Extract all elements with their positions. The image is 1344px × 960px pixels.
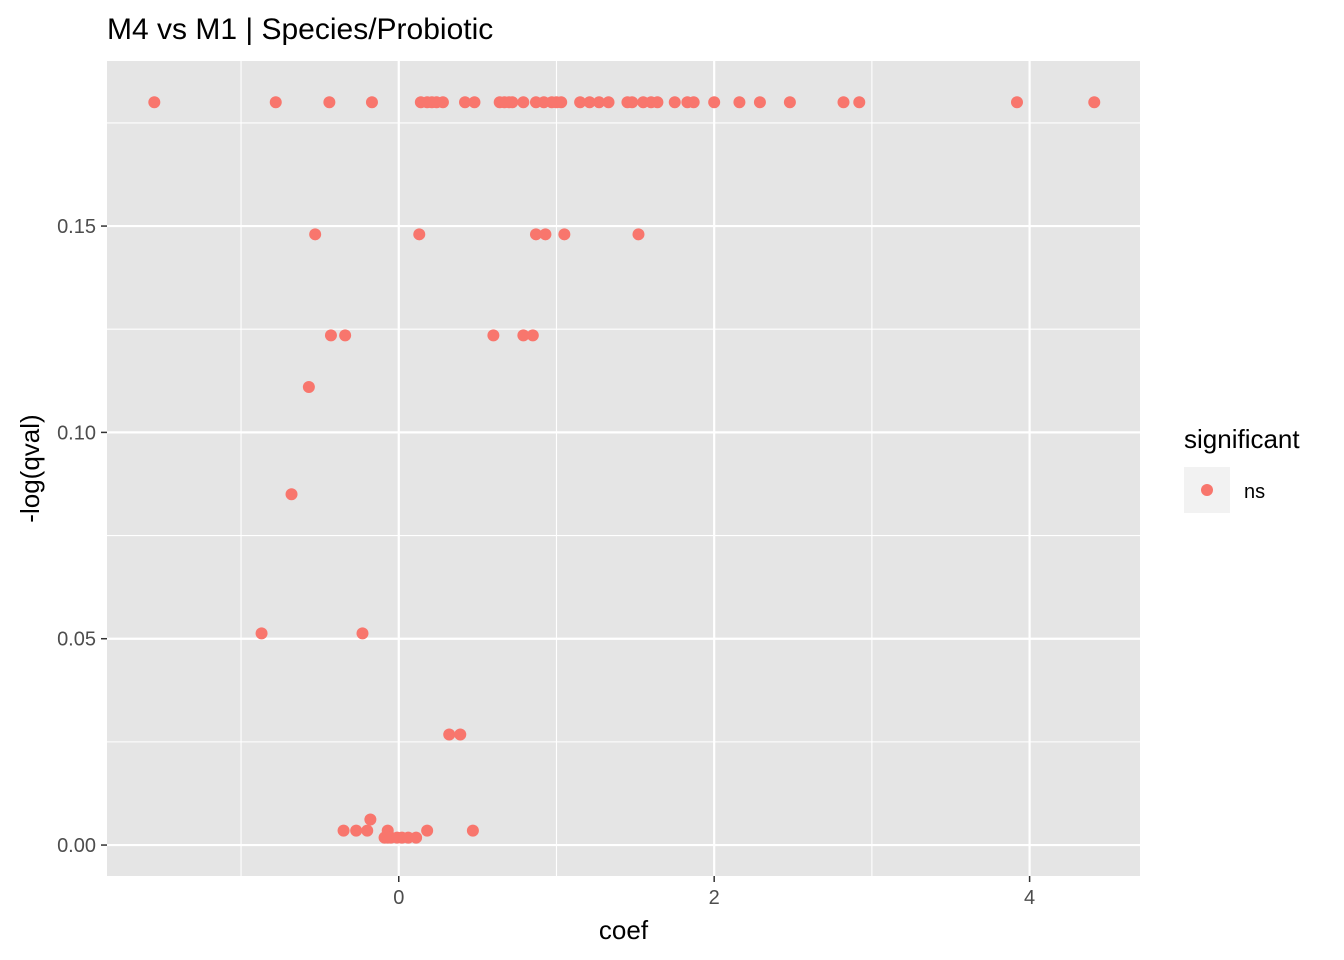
data-point [269,96,282,109]
data-point [555,96,568,109]
data-point [323,96,336,109]
data-point [602,96,615,109]
data-point [651,96,664,109]
data-point [487,329,500,342]
data-point [539,228,552,241]
y-tick-label: 0.15 [57,216,96,238]
data-point [517,329,530,342]
legend-label-ns: ns [1244,481,1265,503]
data-points [148,96,1101,844]
data-point [853,96,866,109]
data-point [413,228,426,241]
data-point [324,329,337,342]
data-point [753,96,766,109]
x-axis-title: coef [599,915,649,945]
data-point [593,96,606,109]
chart-title: M4 vs M1 | Species/Probiotic [107,13,493,46]
data-point [632,228,645,241]
data-point [708,96,721,109]
data-point [1010,96,1023,109]
x-tick-label: 4 [1024,887,1035,909]
x-tick-label: 2 [709,887,720,909]
data-point [410,831,423,844]
y-tick-label: 0.05 [57,629,96,651]
data-point [285,488,298,501]
x-tick-label: 0 [393,887,404,909]
y-tick-label: 0.00 [57,835,96,857]
data-point [626,96,639,109]
data-point [468,96,481,109]
data-point [302,381,315,393]
data-point [783,96,796,109]
data-point [339,329,352,342]
major-gridlines [107,61,1140,876]
legend: significant ns [1184,424,1300,513]
legend-key-point [1201,484,1213,496]
data-point [668,96,681,109]
data-point [443,728,456,741]
data-point [1088,96,1101,109]
data-point [517,96,530,109]
data-point [364,813,377,826]
data-point [436,96,449,109]
data-point [361,824,374,837]
data-point [526,329,539,342]
data-point [583,96,596,109]
data-point [459,96,472,109]
data-point [148,96,161,109]
data-point [350,824,363,837]
legend-title: significant [1184,424,1300,454]
data-point [421,824,434,837]
y-axis-ticks: 0.00 0.05 0.10 0.15 [57,216,107,857]
data-point [529,228,542,241]
data-point [837,96,850,109]
data-point [255,627,268,640]
y-tick-label: 0.10 [57,422,96,444]
data-point [309,228,322,241]
data-point [365,96,378,109]
data-point [687,96,700,109]
data-point [733,96,746,109]
data-point [337,824,350,837]
plot-panel [107,61,1140,876]
data-point [356,627,369,640]
data-point [506,96,519,109]
data-point [466,824,479,837]
data-point [454,728,467,741]
data-point [558,228,571,241]
x-axis-ticks: 0 2 4 [393,876,1035,909]
y-axis-title: -log(qval) [15,414,45,522]
data-point [574,96,587,109]
minor-gridlines [107,61,1140,876]
